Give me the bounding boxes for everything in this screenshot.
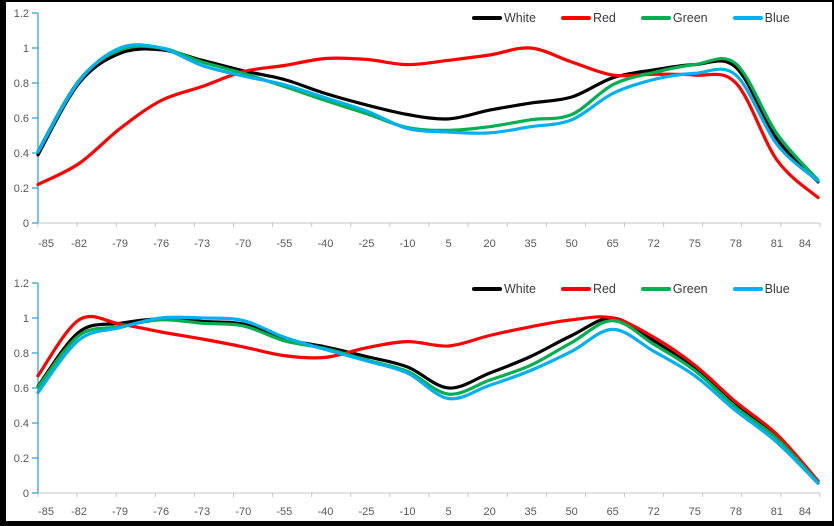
top-chart: 0 0.2 0.4 0.6 0.8 1 1.2 -85 -82 -79 -76 -73 -70 -55 -4… (14, 8, 821, 250)
x-tick-label: -10 (400, 506, 416, 518)
window-frame-right-edge (832, 0, 834, 526)
legend-label-green: Green (672, 282, 708, 296)
legend-item-green: Green (640, 282, 708, 296)
x-tick-label: -73 (194, 238, 210, 250)
y-tick-label: 0.8 (14, 348, 29, 360)
y-tick-label: 0 (23, 218, 29, 230)
y-tick-label: 0.6 (14, 113, 29, 125)
x-tick-label: -55 (276, 506, 292, 518)
legend-label-red: Red (592, 11, 616, 25)
x-tick-label: 20 (483, 238, 495, 250)
x-tick-label: -25 (358, 506, 374, 518)
x-tick-label: 78 (730, 238, 742, 250)
x-tick-label: 81 (771, 238, 783, 250)
legend-label-blue: Blue (764, 282, 790, 296)
green-series-swatch (640, 16, 671, 20)
x-tick-label: -25 (358, 238, 374, 250)
x-tick-label: 5 (445, 506, 451, 518)
x-tick-label: -82 (71, 238, 87, 250)
red-series-swatch (560, 16, 591, 20)
x-tick-label: 78 (730, 506, 742, 518)
x-tick-label: -76 (153, 506, 169, 518)
series-blue-line (36, 315, 820, 485)
y-tick-label: 1.2 (14, 278, 29, 290)
x-tick-label: 75 (689, 506, 701, 518)
x-tick-label: -70 (235, 506, 251, 518)
x-tick-label: -79 (112, 238, 128, 250)
x-tick-label: 72 (648, 238, 660, 250)
legend-item-white: White (472, 282, 536, 296)
x-tick-label: 50 (566, 238, 578, 250)
window-frame-top-edge (0, 0, 834, 2)
x-tick-label: 75 (689, 238, 701, 250)
x-tick-label: 65 (607, 238, 619, 250)
window-frame-left-edge (0, 0, 6, 526)
x-tick-label: 84 (799, 506, 811, 518)
x-tick-label: 20 (483, 506, 495, 518)
legend-item-green: Green (640, 11, 708, 25)
green-series-swatch (640, 287, 671, 291)
x-tick-label: -85 (38, 238, 54, 250)
x-tick-label: -85 (38, 506, 54, 518)
legend-label-blue: Blue (764, 11, 790, 25)
x-tick-label: -76 (153, 238, 169, 250)
y-tick-label: 0.2 (14, 453, 29, 465)
legend-item-white: White (472, 11, 536, 25)
x-tick-label: -40 (317, 238, 333, 250)
x-tick-label: -70 (235, 238, 251, 250)
x-tick-label: 84 (799, 238, 811, 250)
x-tick-label: 35 (524, 238, 536, 250)
white-series-swatch (472, 287, 502, 291)
bottom-chart-plot: 0 0.2 0.4 0.6 0.8 1 1.2 -85 -82 -79 -76 -73 -70 -55 -4… (14, 278, 821, 518)
series-red-line (36, 46, 820, 200)
series-blue-line (36, 43, 820, 183)
legend-label-white: White (504, 11, 536, 25)
red-series-swatch (560, 287, 591, 291)
white-series-swatch (472, 16, 502, 20)
window-frame-bottom-edge (0, 521, 834, 526)
x-tick-label: 50 (566, 506, 578, 518)
x-tick-label: -79 (112, 506, 128, 518)
x-tick-label: 35 (524, 506, 536, 518)
y-tick-label: 0 (23, 488, 29, 500)
x-tick-label: 5 (445, 238, 451, 250)
legend-label-red: Red (592, 282, 616, 296)
legend-item-blue: Blue (732, 282, 790, 296)
x-tick-label: 72 (648, 506, 660, 518)
series-green-line (36, 44, 820, 182)
y-tick-label: 0.4 (14, 148, 29, 160)
x-tick-label: -55 (276, 238, 292, 250)
y-tick-label: 1 (23, 43, 29, 55)
series-white-line (36, 47, 820, 184)
series-green-line (36, 318, 820, 485)
legend-item-red: Red (560, 11, 616, 25)
top-chart-legend: White Red Green Blue (472, 11, 815, 25)
x-tick-label: -73 (194, 506, 210, 518)
y-tick-label: 1 (23, 313, 29, 325)
blue-series-swatch (732, 287, 763, 291)
y-tick-label: 0.8 (14, 78, 29, 90)
bottom-chart: 0 0.2 0.4 0.6 0.8 1 1.2 -85 -82 -79 -76 -73 -70 -55 -4… (0, 263, 834, 526)
x-tick-label: -10 (400, 238, 416, 250)
x-tick-label: -82 (71, 506, 87, 518)
y-tick-label: 1.2 (14, 8, 29, 20)
legend-label-white: White (504, 282, 536, 296)
x-tick-label: 65 (607, 506, 619, 518)
legend-item-blue: Blue (732, 11, 790, 25)
x-tick-label: -40 (317, 506, 333, 518)
y-tick-label: 0.2 (14, 183, 29, 195)
bottom-chart-legend: White Red Green Blue (472, 282, 815, 296)
y-tick-label: 0.4 (14, 418, 29, 430)
legend-label-green: Green (672, 11, 708, 25)
legend-item-red: Red (560, 282, 616, 296)
top-chart-plot: 0 0.2 0.4 0.6 0.8 1 1.2 -85 -82 -79 -76 -73 -70 -55 -4… (14, 8, 821, 250)
x-tick-label: 81 (771, 506, 783, 518)
series-red-line (36, 314, 820, 483)
y-tick-label: 0.6 (14, 383, 29, 395)
blue-series-swatch (732, 16, 763, 20)
